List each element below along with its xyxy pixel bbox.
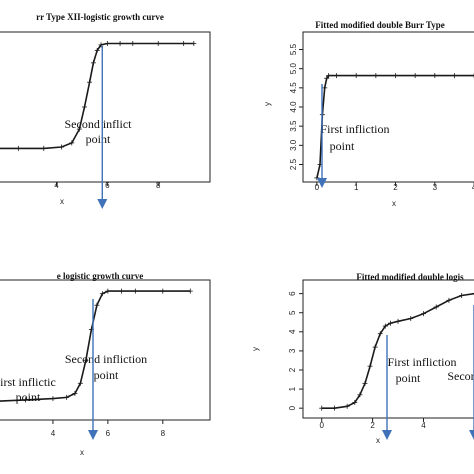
- inflection-annotation: irst inflictic: [0, 375, 56, 389]
- plot-frame-2: [302, 31, 474, 183]
- x-axis-label: x: [80, 448, 84, 457]
- x-axis-label: x: [376, 436, 380, 445]
- x-tick-label: 0: [315, 183, 320, 192]
- x-tick-label: 8: [156, 181, 161, 190]
- x-tick-label: 6: [105, 181, 110, 190]
- y-tick-label: 1: [288, 386, 297, 391]
- plot-title-4: Fitted modified double logis: [356, 272, 464, 282]
- inflection-annotation: Second infliction: [65, 352, 147, 366]
- y-tick-label: 4.0: [289, 101, 298, 113]
- y-tick-label: 5.0: [289, 63, 298, 75]
- plot-frame-4: [302, 279, 474, 419]
- y-axis-label: y: [263, 102, 272, 106]
- inflection-annotation: Second inflict: [65, 117, 133, 131]
- arrow-head: [469, 430, 474, 440]
- y-axis-label: y: [251, 347, 260, 351]
- inflection-annotation: point: [86, 132, 111, 146]
- x-tick-label: 6: [106, 429, 111, 438]
- y-tick-label: 5: [288, 310, 297, 315]
- plot-frame-1: [0, 31, 211, 183]
- x-tick-label: 4: [472, 183, 474, 192]
- x-axis-label: x: [60, 197, 64, 206]
- inflection-annotation: point: [94, 368, 119, 382]
- y-tick-label: 6: [288, 291, 297, 296]
- plot-title-3: e logistic growth curve: [57, 271, 144, 281]
- arrow-head: [382, 430, 392, 440]
- arrow-head: [317, 178, 327, 188]
- arrow-head: [88, 430, 98, 440]
- inflection-annotation: point: [330, 139, 355, 153]
- y-tick-label: 0: [288, 405, 297, 410]
- arrow-head: [97, 199, 108, 209]
- x-tick-label: 2: [370, 421, 375, 430]
- plot-frame-3: [0, 279, 211, 421]
- x-tick-label: 0: [319, 421, 324, 430]
- y-tick-label: 2: [288, 367, 297, 372]
- y-tick-label: 3: [288, 348, 297, 353]
- x-tick-label: 4: [421, 421, 426, 430]
- x-tick-label: 4: [51, 429, 56, 438]
- plot-title-1: rr Type XII-logistic growth curve: [36, 12, 164, 22]
- inflection-annotation: First infliction: [388, 355, 457, 369]
- x-tick-label: 8: [161, 429, 166, 438]
- y-tick-label: 2.5: [289, 158, 298, 170]
- x-axis-label: x: [392, 199, 396, 208]
- y-tick-label: 4: [288, 329, 297, 334]
- y-tick-label: 4.5: [289, 82, 298, 94]
- inflection-annotation: point: [396, 371, 421, 385]
- x-tick-label: 2: [393, 183, 398, 192]
- inflection-annotation: Secon: [447, 369, 474, 383]
- series-line-4: [321, 292, 474, 409]
- inflection-annotation: point: [16, 390, 41, 404]
- x-tick-label: 1: [354, 183, 359, 192]
- y-tick-label: 3.5: [289, 120, 298, 132]
- plot-title-2: Fitted modified double Burr Type: [315, 20, 445, 30]
- y-tick-label: 5.5: [289, 43, 298, 55]
- x-tick-label: 3: [433, 183, 438, 192]
- x-tick-label: 4: [54, 181, 59, 190]
- y-tick-label: 3.0: [289, 139, 298, 151]
- inflection-annotation: First infliction: [321, 122, 390, 136]
